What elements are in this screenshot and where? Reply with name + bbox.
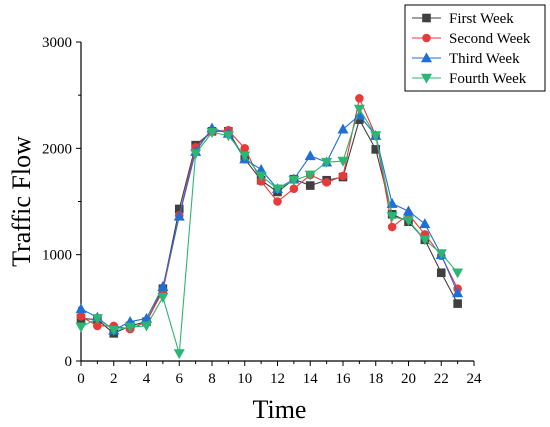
legend-marker <box>422 33 431 43</box>
series-fourth-week <box>75 104 464 360</box>
data-point <box>353 104 365 115</box>
x-tick-label: 14 <box>303 371 319 387</box>
data-point <box>157 292 169 303</box>
x-tick-label: 6 <box>176 371 184 387</box>
x-tick-label: 20 <box>401 371 416 387</box>
data-point <box>402 205 415 216</box>
legend-item: Second Week <box>412 31 531 47</box>
legend-item: Fourth Week <box>412 71 527 87</box>
x-axis-title: Time <box>253 395 307 424</box>
data-point <box>91 314 103 325</box>
x-tick-label: 4 <box>143 371 151 387</box>
data-point <box>173 210 185 221</box>
legend-label: Third Week <box>449 51 520 67</box>
x-tick-label: 12 <box>270 371 285 387</box>
series-layer <box>75 94 464 360</box>
data-point <box>288 175 300 186</box>
data-point <box>140 321 153 332</box>
data-point <box>190 149 202 160</box>
data-point <box>452 287 464 298</box>
x-tick-label: 8 <box>208 371 216 387</box>
y-tick-label: 0 <box>65 354 73 370</box>
y-tick-label: 2000 <box>42 141 72 157</box>
data-point <box>370 131 382 142</box>
y-axis-title: Traffic Flow <box>7 136 36 267</box>
data-point <box>173 349 185 360</box>
x-tick-label: 24 <box>467 371 483 387</box>
data-point <box>157 280 169 291</box>
series-line <box>80 107 459 354</box>
data-point <box>322 178 331 187</box>
data-point <box>338 171 348 181</box>
data-point <box>75 303 87 314</box>
data-point <box>305 181 315 190</box>
data-point <box>304 150 316 161</box>
data-point <box>452 268 464 279</box>
data-point <box>271 184 284 195</box>
legend-label: Second Week <box>449 31 531 47</box>
data-point <box>321 157 333 168</box>
data-point <box>289 184 299 194</box>
y-tick-label: 3000 <box>42 35 72 51</box>
data-point <box>436 268 446 278</box>
x-tick-label: 18 <box>368 371 383 387</box>
data-point <box>386 212 398 223</box>
legend-marker <box>420 52 433 63</box>
data-point <box>419 235 431 246</box>
series-line <box>80 114 459 331</box>
data-point <box>240 144 250 153</box>
y-tick-label: 1000 <box>42 248 72 264</box>
x-tick-label: 22 <box>434 371 449 387</box>
data-point <box>371 145 381 154</box>
legend-marker <box>422 13 431 23</box>
legend-item: Third Week <box>412 51 520 67</box>
data-point <box>387 222 397 232</box>
data-point <box>239 151 251 162</box>
data-point <box>337 123 349 134</box>
legend-item: First Week <box>412 11 514 27</box>
series-first-week <box>76 115 462 338</box>
legend-label: First Week <box>449 11 514 27</box>
x-tick-label: 16 <box>336 371 352 387</box>
data-point <box>75 322 87 333</box>
data-point <box>222 131 234 142</box>
data-point <box>108 325 120 336</box>
data-point <box>453 299 462 308</box>
data-point <box>402 216 415 227</box>
data-point <box>304 170 316 181</box>
x-tick-label: 0 <box>77 371 85 387</box>
data-point <box>419 218 431 229</box>
data-point <box>206 128 218 139</box>
data-point <box>355 94 364 103</box>
data-point <box>255 171 267 182</box>
data-point <box>273 197 282 206</box>
data-point <box>124 322 136 333</box>
x-tick-label: 10 <box>237 371 252 387</box>
legend-marker <box>420 73 433 84</box>
data-point <box>337 156 349 167</box>
axes: 0 2 4 6 8 10 12 14 16 18 20 22 240100020003000TimeTr… <box>7 35 482 424</box>
x-tick-label: 2 <box>110 371 118 387</box>
legend: First Week Second Week Third Week Fourth We… <box>404 4 546 92</box>
series-line <box>80 118 459 334</box>
data-point <box>76 312 86 321</box>
data-point <box>435 249 447 260</box>
series-line <box>80 96 459 330</box>
legend-label: Fourth Week <box>449 71 527 87</box>
